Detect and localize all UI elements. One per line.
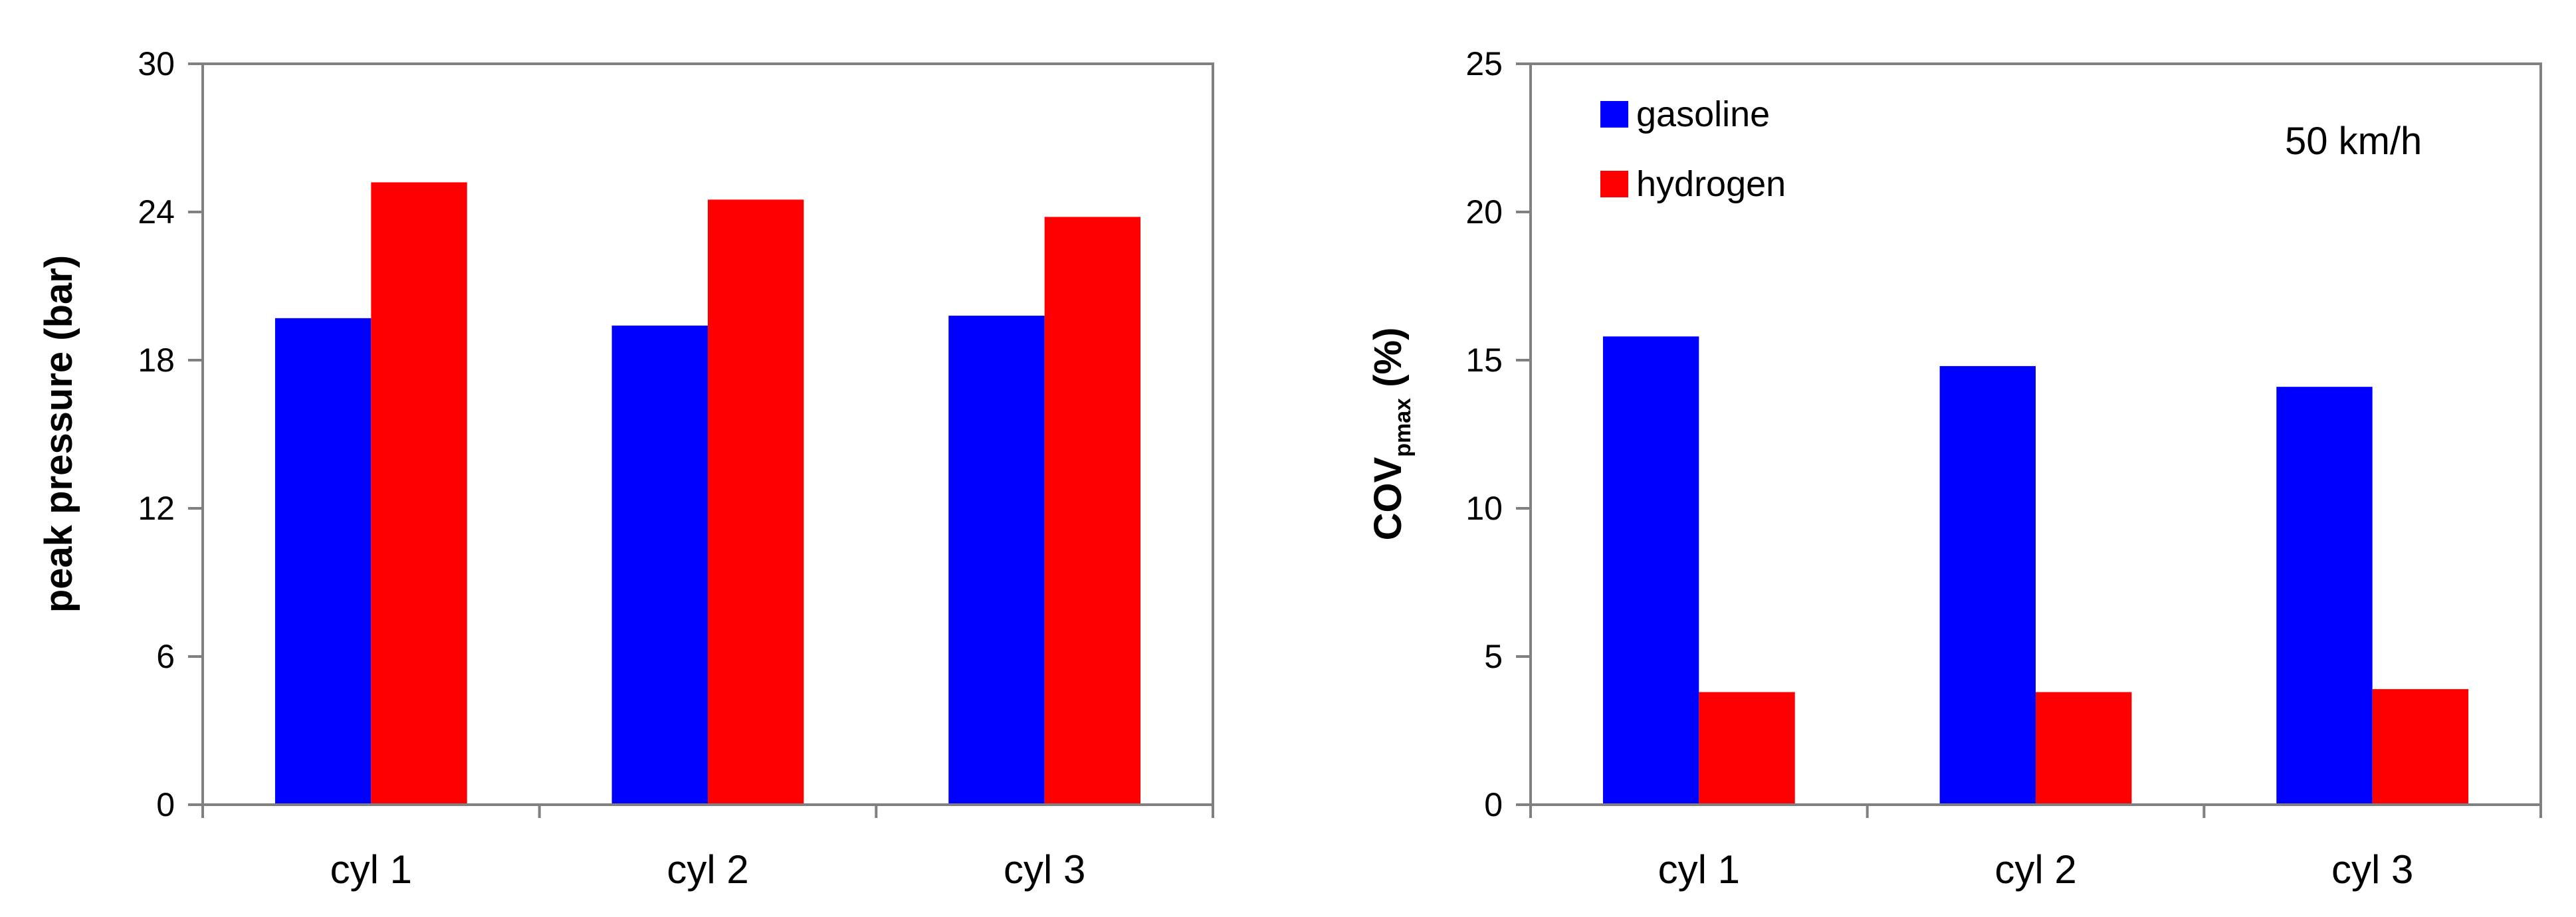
bar-gasoline-cyl-1	[1602, 336, 1699, 805]
bar-gasoline-cyl-3	[948, 316, 1045, 805]
bar-hydrogen-cyl-2	[2036, 692, 2132, 805]
y-tick-label: 12	[138, 490, 175, 527]
y-tick-label: 0	[156, 786, 175, 823]
legend: gasoline hydrogen	[1600, 94, 1786, 204]
y-tick-label: 0	[1484, 786, 1503, 823]
bar-gasoline-cyl-3	[2276, 387, 2373, 805]
bar-hydrogen-cyl-3	[1044, 217, 1141, 805]
cov-pmax-chart: 0 5 10 15 20 25 cyl 1 cyl 2 cyl 3 COVpmax (%) gaso…	[1366, 45, 2542, 892]
legend-swatch-gasoline	[1600, 101, 1628, 128]
y-tick-label: 6	[156, 638, 175, 675]
y-tick-label: 10	[1465, 490, 1503, 527]
bar-hydrogen-cyl-1	[1699, 692, 1795, 805]
y-tick-label: 30	[138, 45, 175, 82]
x-category-label: cyl 1	[1658, 847, 1740, 892]
y-tick-label: 24	[138, 193, 175, 231]
x-category-label: cyl 3	[2331, 847, 2413, 892]
x-category-label: cyl 2	[667, 847, 748, 892]
speed-annotation: 50 km/h	[2285, 120, 2422, 163]
y-tick-label: 25	[1465, 45, 1503, 82]
y-tick-label: 18	[138, 342, 175, 379]
bar-gasoline-cyl-2	[611, 325, 708, 805]
y-tick-label: 20	[1465, 193, 1503, 231]
legend-label-gasoline: gasoline	[1636, 94, 1770, 134]
bar-gasoline-cyl-2	[1939, 365, 2036, 805]
peak-pressure-chart: 0 6 12 18 24 30 cyl 1 cyl 2 cyl 3 peak pressure (…	[37, 45, 1214, 892]
y-axis-title: COVpmax (%)	[1366, 328, 1416, 541]
bar-hydrogen-cyl-2	[708, 199, 804, 805]
x-category-label: cyl 1	[330, 847, 412, 892]
y-tick-label: 5	[1484, 638, 1503, 675]
legend-label-hydrogen: hydrogen	[1636, 164, 1786, 204]
x-category-label: cyl 2	[1994, 847, 2076, 892]
bar-hydrogen-cyl-3	[2372, 689, 2469, 805]
y-axis-title: peak pressure (bar)	[37, 255, 80, 613]
bar-gasoline-cyl-1	[274, 318, 372, 805]
bar-hydrogen-cyl-1	[371, 182, 467, 805]
y-tick-label: 15	[1465, 342, 1503, 379]
x-category-label: cyl 3	[1004, 847, 1085, 892]
legend-swatch-hydrogen	[1600, 171, 1628, 197]
